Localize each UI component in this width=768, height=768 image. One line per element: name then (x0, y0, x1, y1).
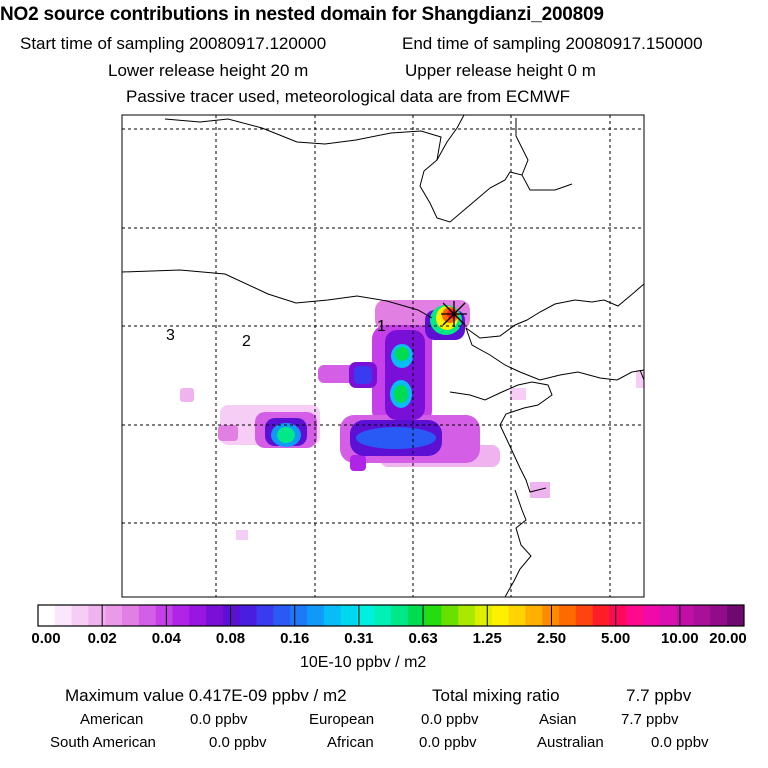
colorbar-cell (609, 605, 627, 626)
colorbar-cell (659, 605, 678, 626)
region-label-2: 2 (242, 333, 251, 350)
colorbar-cell (357, 605, 375, 626)
colorbar-cell (542, 605, 560, 626)
colorbar-cell (38, 605, 56, 626)
colorbar-tick-label: 1.25 (472, 630, 502, 647)
colorbar-cell (407, 605, 426, 626)
colorbar-cell (525, 605, 543, 626)
colorbar-cell (239, 605, 257, 626)
coastlines-borders (122, 115, 644, 597)
colorbar-cell (54, 605, 73, 626)
coastline-bay (465, 327, 644, 381)
colorbar-cell (71, 605, 89, 626)
colorbar-cell (391, 605, 409, 626)
european-value: 0.0 ppbv (421, 711, 479, 728)
region-label-1: 1 (377, 318, 386, 335)
colorbar-cell (626, 605, 644, 626)
colorbar-tick-label: 0.31 (344, 630, 374, 647)
colorbar-cell (222, 605, 241, 626)
south-american-value: 0.0 ppbv (209, 734, 267, 751)
colorbar-cell (256, 605, 274, 626)
total-mixing-label: Total mixing ratio (432, 686, 560, 705)
colorbar-tick-label: 0.04 (151, 630, 181, 647)
chart-title: NO2 source contributions in nested domai… (0, 4, 604, 25)
graticule (122, 115, 644, 597)
colorbar-cell (189, 605, 207, 626)
colorbar-cell (340, 605, 358, 626)
colorbar-tick-label: 0.08 (215, 630, 246, 647)
border-line-west (122, 269, 433, 319)
colorbar-cell (727, 605, 745, 626)
colorbar-cell (575, 605, 594, 626)
colorbar-cell (155, 605, 173, 626)
upper-release-height: Upper release height 0 m (405, 61, 596, 80)
border-line-north-2 (436, 115, 465, 161)
maximum-value: Maximum value 0.417E-09 ppbv / m2 (65, 686, 347, 705)
coastline-east (639, 369, 644, 381)
european-label: European (309, 711, 375, 728)
coastline-shandong (449, 381, 553, 493)
coastline-bohai (465, 283, 644, 339)
colorbar-cell (441, 605, 459, 626)
colorbar-cell (105, 605, 123, 626)
asian-value: 7.7 ppbv (621, 711, 679, 728)
australian-label: Australian (537, 734, 604, 751)
colorbar-cell (88, 605, 106, 626)
colorbar-cell (122, 605, 140, 626)
map-frame (121, 114, 645, 598)
region-label-3: 3 (166, 327, 175, 344)
colorbar-tick-label: 10.00 (661, 630, 699, 647)
south-american-label: South American (50, 734, 156, 751)
colorbar-cell (374, 605, 392, 626)
asian-label: Asian (539, 711, 577, 728)
colorbar-cell (491, 605, 510, 626)
border-line-east (515, 118, 529, 176)
african-label: African (327, 734, 374, 751)
colorbar-cell (508, 605, 526, 626)
end-time-label: End time of sampling 20080917.150000 (402, 34, 703, 53)
border-line-north (164, 118, 573, 223)
colorbar-cell (323, 605, 341, 626)
american-value: 0.0 ppbv (190, 711, 248, 728)
colorbar-tick-label: 0.02 (87, 630, 117, 647)
coastline-south (504, 489, 532, 597)
colorbar-tick-label: 20.00 (709, 630, 747, 647)
colorbar-tick-label: 0.00 (31, 630, 61, 647)
tracer-note: Passive tracer used, meteorological data… (126, 87, 571, 106)
station-marker (441, 301, 467, 327)
colorbar-cell (559, 605, 577, 626)
colorbar-cell (710, 605, 728, 626)
colorbar-units: 10E-10 ppbv / m2 (300, 654, 427, 671)
australian-value: 0.0 ppbv (651, 734, 709, 751)
colorbar-cell (693, 605, 711, 626)
colorbar-tick-label: 0.16 (280, 630, 310, 647)
colorbar-cell (306, 605, 325, 626)
american-label: American (80, 711, 144, 728)
colorbar-tick-label: 0.63 (408, 630, 438, 647)
colorbar-cell (206, 605, 224, 626)
colorbar-cell (676, 605, 694, 626)
lower-release-height: Lower release height 20 m (108, 61, 309, 80)
colorbar-tick-label: 2.50 (536, 630, 567, 647)
colorbar-cell (592, 605, 610, 626)
total-mixing-value: 7.7 ppbv (626, 686, 692, 705)
colorbar-cell (138, 605, 157, 626)
start-time-label: Start time of sampling 20080917.120000 (20, 34, 327, 53)
colorbar-cell (643, 605, 661, 626)
colorbar-cell (273, 605, 291, 626)
colorbar-cell (424, 605, 442, 626)
colorbar-cell (290, 605, 308, 626)
colorbar-cell (172, 605, 190, 626)
african-value: 0.0 ppbv (419, 734, 477, 751)
colorbar-tick-label: 5.00 (601, 630, 631, 647)
colorbar-cell (458, 605, 476, 626)
colorbar-cell (475, 605, 493, 626)
